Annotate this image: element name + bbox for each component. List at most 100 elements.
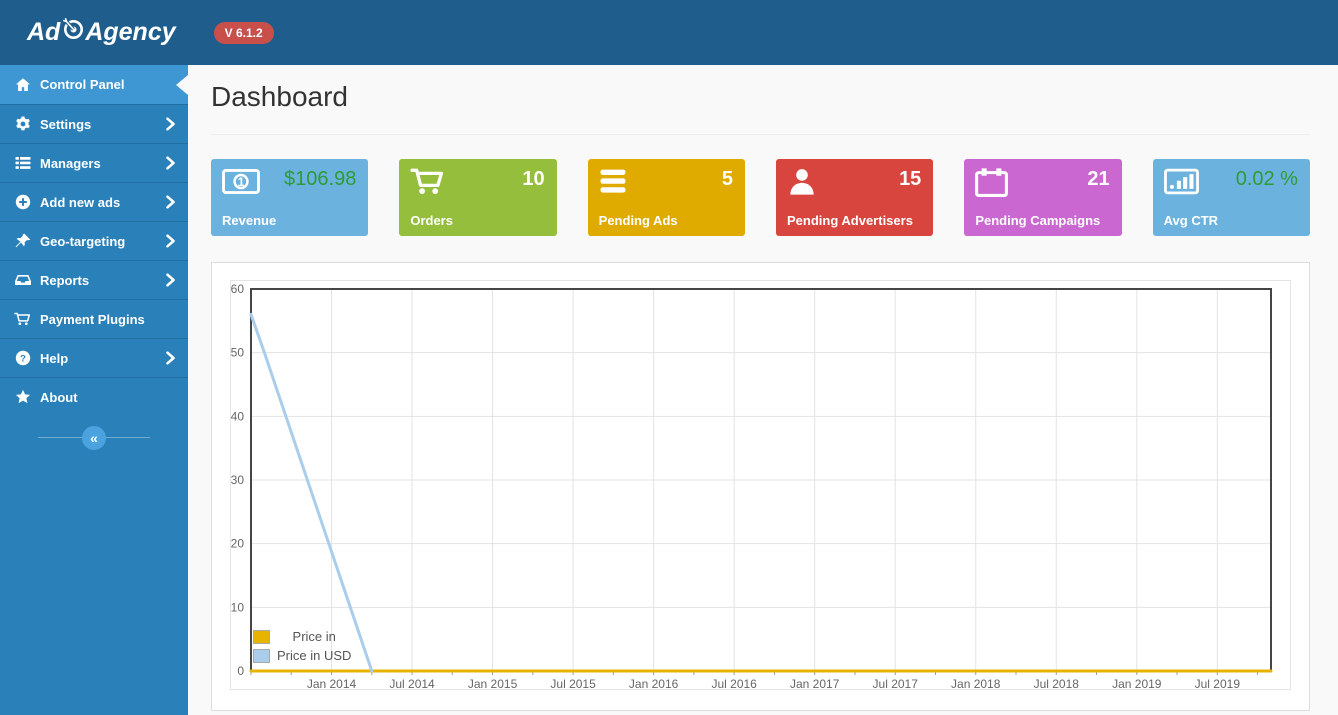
stat-value: 21: [1087, 168, 1110, 190]
gear-icon: [14, 116, 31, 133]
svg-text:Jul 2017: Jul 2017: [873, 677, 919, 689]
chevron-right-icon: [166, 234, 175, 248]
svg-text:Jul 2015: Jul 2015: [550, 677, 596, 689]
sidebar-item-label: About: [40, 389, 78, 405]
svg-text:Jan 2015: Jan 2015: [468, 677, 518, 689]
chevron-right-icon: [166, 351, 175, 365]
sidebar-item-settings[interactable]: Settings: [0, 104, 188, 143]
version-badge: V 6.1.2: [213, 21, 274, 44]
sidebar-item-control-panel[interactable]: Control Panel: [0, 65, 188, 104]
legend-swatch-price-in-usd[interactable]: [253, 648, 270, 663]
sidebar-item-label: Reports: [40, 272, 90, 288]
cart-icon: [410, 168, 445, 195]
chart-panel: 0 10 20 30 40 50 60 Jan 2014 Jul 2014 Jan 2015 Jul…: [211, 262, 1310, 711]
home-icon: [14, 76, 31, 93]
sidebar-item-label: Control Panel: [40, 77, 125, 92]
sidebar-item-reports[interactable]: Reports: [0, 260, 188, 299]
app-logo[interactable]: Ad Agency: [27, 15, 176, 50]
main-content: Dashboard 1 $106.98 Revenue 10 Orders 5 Pendin…: [188, 65, 1338, 715]
chevron-right-icon: [166, 156, 175, 170]
sidebar-item-geo-targeting[interactable]: Geo-targeting: [0, 221, 188, 260]
bars-icon: [599, 168, 632, 194]
sidebar-item-label: Geo-targeting: [40, 233, 126, 249]
banknote-icon: 1: [222, 168, 260, 195]
sidebar-collapse-button[interactable]: «: [82, 426, 106, 450]
sidebar-item-add-new-ads[interactable]: Add new ads: [0, 182, 188, 221]
sidebar-item-label: Add new ads: [40, 194, 121, 210]
stat-value: 5: [721, 168, 733, 190]
svg-text:20: 20: [231, 537, 244, 551]
stat-card-pending-ads[interactable]: 5 Pending Ads: [587, 159, 745, 236]
chart-legend: Price in Price in USD: [253, 629, 351, 663]
price-chart: 0 10 20 30 40 50 60 Jan 2014 Jul 2014 Jan 2015 Jul…: [231, 282, 1273, 689]
sidebar-item-label: Settings: [40, 116, 92, 132]
svg-text:Jan 2014: Jan 2014: [307, 677, 357, 689]
stat-label: Pending Advertisers: [786, 213, 913, 228]
stat-card-pending-campaigns[interactable]: 21 Pending Campaigns: [964, 159, 1122, 236]
logo-text-prefix: Ad: [27, 18, 61, 46]
svg-text:50: 50: [231, 346, 244, 360]
svg-text:1: 1: [238, 175, 245, 189]
star-icon: [14, 389, 31, 406]
pin-icon: [14, 233, 31, 250]
plus-circle-icon: [14, 194, 31, 211]
chart-frame: 0 10 20 30 40 50 60 Jan 2014 Jul 2014 Jan 2015 Jul…: [230, 280, 1291, 690]
stat-label: Revenue: [222, 213, 277, 228]
stat-label: Orders: [410, 213, 453, 228]
sidebar-nav: Control Panel Settings Managers Add new ads…: [0, 65, 188, 416]
sidebar-item-label: Managers: [40, 155, 101, 171]
legend-label-price-in-usd[interactable]: Price in USD: [277, 648, 352, 663]
page-title: Dashboard: [211, 81, 1310, 135]
stat-label: Avg CTR: [1163, 213, 1219, 228]
svg-text:Jul 2019: Jul 2019: [1195, 677, 1241, 689]
stat-value: 10: [522, 168, 545, 190]
sidebar-collapse-divider: «: [38, 426, 150, 450]
svg-text:Jan 2017: Jan 2017: [790, 677, 840, 689]
person-icon: [787, 168, 817, 195]
svg-text:Jul 2014: Jul 2014: [389, 677, 435, 689]
stat-card-avg-ctr[interactable]: 0.02 % Avg CTR: [1152, 159, 1310, 236]
topbar: Ad Agency V 6.1.2: [0, 0, 1338, 65]
stat-label: Pending Ads: [598, 213, 678, 228]
sidebar: Control Panel Settings Managers Add new ads…: [0, 65, 188, 715]
sidebar-item-about[interactable]: About: [0, 377, 188, 416]
sidebar-item-help[interactable]: ? Help: [0, 338, 188, 377]
sidebar-item-label: Help: [40, 350, 69, 366]
svg-text:Jul 2018: Jul 2018: [1034, 677, 1080, 689]
svg-text:?: ?: [20, 353, 26, 364]
cart-icon: [14, 311, 31, 328]
chevron-right-icon: [166, 117, 175, 131]
bar-chart-icon: [1163, 168, 1199, 195]
svg-text:Jan 2018: Jan 2018: [951, 677, 1001, 689]
legend-swatch-price-in[interactable]: [253, 629, 270, 644]
stat-value: 0.02 %: [1235, 168, 1298, 190]
logo-text-suffix: Agency: [85, 18, 176, 46]
stat-card-pending-advertisers[interactable]: 15 Pending Advertisers: [775, 159, 934, 236]
chevron-right-icon: [166, 273, 175, 287]
question-icon: ?: [14, 350, 31, 367]
svg-text:0: 0: [237, 664, 244, 678]
stat-value: $106.98: [284, 168, 357, 190]
svg-text:Jan 2019: Jan 2019: [1112, 677, 1162, 689]
svg-text:40: 40: [231, 409, 244, 423]
stat-card-revenue[interactable]: 1 $106.98 Revenue: [211, 159, 369, 236]
sidebar-item-label: Payment Plugins: [40, 311, 145, 327]
stat-value: 15: [899, 168, 922, 190]
sidebar-item-managers[interactable]: Managers: [0, 143, 188, 182]
stat-label: Pending Campaigns: [975, 213, 1101, 228]
svg-text:30: 30: [231, 473, 244, 487]
svg-text:Jul 2016: Jul 2016: [711, 677, 757, 689]
list-icon: [14, 155, 31, 172]
legend-label-price-in[interactable]: Price in: [292, 629, 336, 644]
stat-card-orders[interactable]: 10 Orders: [399, 159, 557, 236]
svg-text:60: 60: [231, 282, 244, 296]
svg-text:Jan 2016: Jan 2016: [629, 677, 679, 689]
calendar-icon: [975, 168, 1009, 197]
chevron-right-icon: [166, 195, 175, 209]
svg-text:10: 10: [231, 600, 244, 614]
stats-row: 1 $106.98 Revenue 10 Orders 5 Pending Ads 15 Pen…: [211, 159, 1310, 236]
inbox-icon: [14, 272, 31, 289]
sidebar-item-payment-plugins[interactable]: Payment Plugins: [0, 299, 188, 338]
target-dart-icon: [60, 15, 85, 50]
